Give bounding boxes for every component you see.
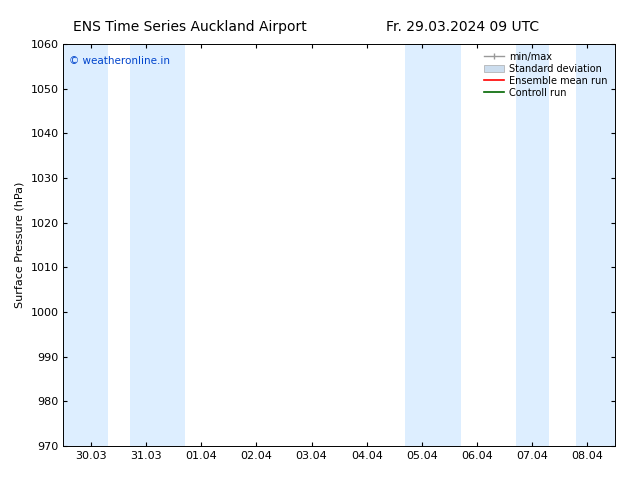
- Bar: [576, 44, 615, 446]
- Text: Fr. 29.03.2024 09 UTC: Fr. 29.03.2024 09 UTC: [386, 20, 540, 34]
- Y-axis label: Surface Pressure (hPa): Surface Pressure (hPa): [15, 182, 25, 308]
- Text: ENS Time Series Auckland Airport: ENS Time Series Auckland Airport: [74, 20, 307, 34]
- Text: © weatheronline.in: © weatheronline.in: [69, 56, 170, 66]
- Bar: [129, 44, 184, 446]
- Legend: min/max, Standard deviation, Ensemble mean run, Controll run: min/max, Standard deviation, Ensemble me…: [481, 49, 610, 100]
- Bar: [515, 44, 549, 446]
- Bar: [63, 44, 108, 446]
- Bar: [405, 44, 460, 446]
